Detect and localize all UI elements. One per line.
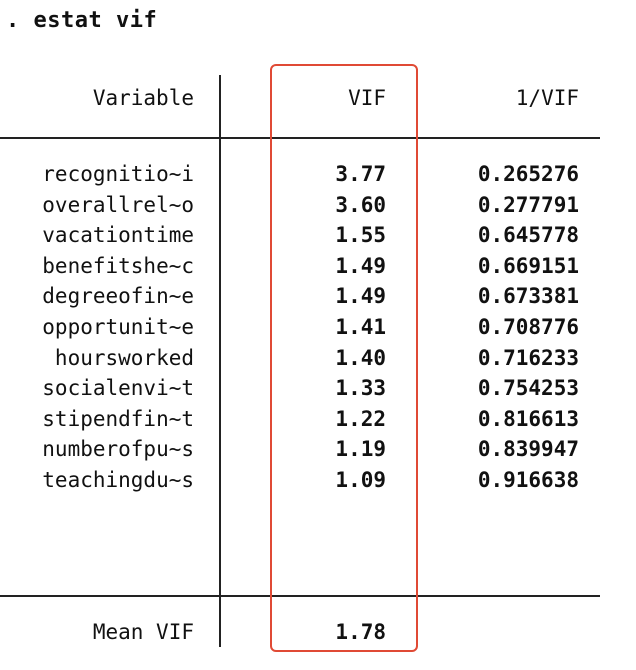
variable-cell: socialenvi~t xyxy=(42,376,194,401)
vif-cell: 1.40 xyxy=(335,345,386,370)
header-rule xyxy=(0,137,600,139)
vif-cell: 3.77 xyxy=(335,162,386,186)
column-divider-footer xyxy=(219,596,221,647)
inv-vif-cell: 0.839947 xyxy=(477,437,579,462)
command-line: . estat vif xyxy=(6,8,158,33)
inv-vif-cell: 0.277791 xyxy=(477,192,579,217)
variable-cell: benefitshe~c xyxy=(42,253,194,278)
inv-vif-cell: 0.265276 xyxy=(477,162,579,186)
variable-cell: opportunit~e xyxy=(42,315,194,339)
vif-column-highlight xyxy=(270,64,418,652)
vif-cell: 1.41 xyxy=(335,315,386,339)
variable-cell: hoursworked xyxy=(54,345,194,370)
variable-cell: vacationtime xyxy=(42,223,194,248)
inv-vif-cell: 0.916638 xyxy=(477,468,579,492)
variable-cell: degreeofin~e xyxy=(42,284,194,309)
vif-cell: 1.33 xyxy=(335,376,386,401)
column-divider-top xyxy=(219,75,221,138)
variable-cell: teachingdu~s xyxy=(42,468,194,492)
vif-cell: 1.19 xyxy=(335,437,386,462)
vif-cell: 1.09 xyxy=(335,468,386,492)
inv-vif-cell: 0.645778 xyxy=(477,223,579,248)
vif-cell: 1.49 xyxy=(335,284,386,309)
column-divider-body xyxy=(219,138,221,595)
inv-vif-cell: 0.669151 xyxy=(477,253,579,278)
variable-cell: stipendfin~t xyxy=(42,406,194,431)
inv-vif-cell: 0.716233 xyxy=(477,345,579,370)
inv-vif-cell: 0.708776 xyxy=(477,315,579,339)
header-inv-vif: 1/VIF xyxy=(515,86,579,110)
inv-vif-cell: 0.673381 xyxy=(477,284,579,309)
mean-vif-label: Mean VIF xyxy=(92,620,194,644)
variable-cell: recognitio~i xyxy=(42,162,194,186)
variable-cell: numberofpu~s xyxy=(42,437,194,462)
vif-cell: 1.55 xyxy=(335,223,386,248)
header-variable: Variable xyxy=(92,86,194,110)
inv-vif-cell: 0.754253 xyxy=(477,376,579,401)
mean-vif-value: 1.78 xyxy=(335,620,386,644)
variable-cell: overallrel~o xyxy=(42,192,194,217)
inv-vif-cell: 0.816613 xyxy=(477,406,579,431)
vif-cell: 1.49 xyxy=(335,253,386,278)
footer-rule xyxy=(0,595,600,597)
vif-cell: 3.60 xyxy=(335,192,386,217)
vif-cell: 1.22 xyxy=(335,406,386,431)
header-vif: VIF xyxy=(348,86,386,110)
